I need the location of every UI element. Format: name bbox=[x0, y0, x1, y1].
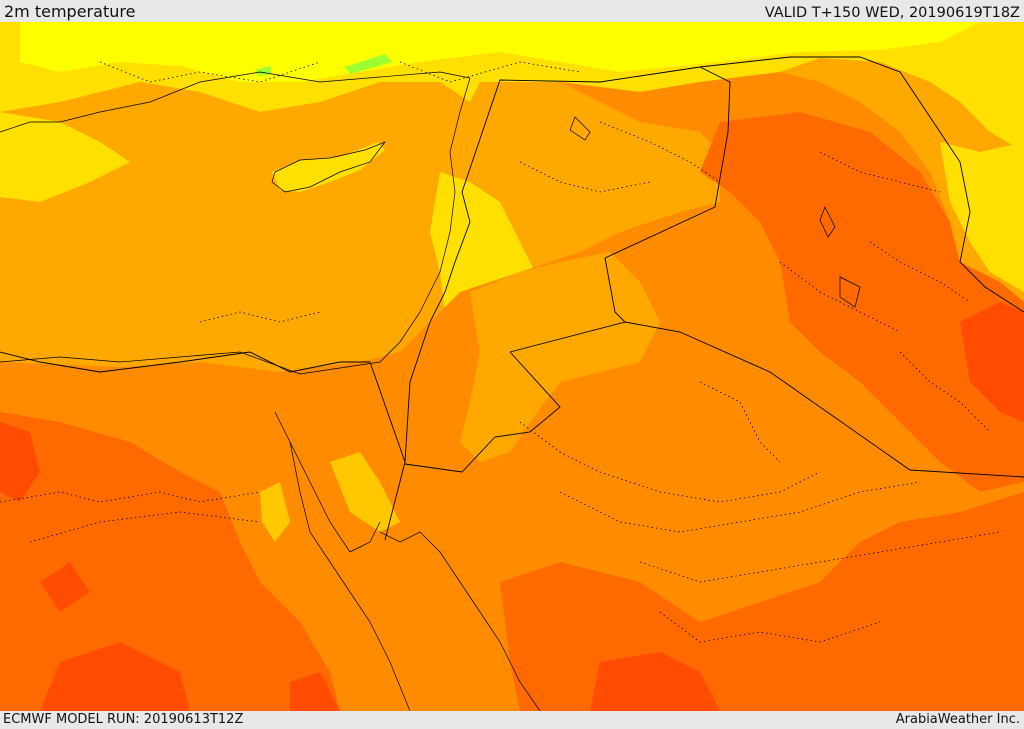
iraq-dark-zone bbox=[700, 112, 1024, 492]
model-run-label: ECMWF MODEL RUN: 20190613T12Z bbox=[3, 712, 244, 727]
country-borders bbox=[0, 56, 1024, 541]
jordan-orange-light bbox=[460, 252, 660, 462]
footer-bar: ECMWF MODEL RUN: 20190613T12Z ArabiaWeat… bbox=[0, 711, 1024, 729]
sinai-yellow bbox=[330, 452, 400, 532]
coastlines bbox=[0, 71, 861, 711]
cyprus-yellow bbox=[272, 142, 385, 192]
turkey-yellow-zone bbox=[20, 22, 980, 82]
iraq-hot-zone bbox=[960, 302, 1024, 422]
temperature-map bbox=[0, 22, 1024, 711]
egypt-hot-zone-3 bbox=[40, 642, 190, 711]
green-patch-1 bbox=[345, 54, 392, 74]
header-bar: 2m temperature VALID T+150 WED, 20190619… bbox=[0, 0, 1024, 22]
credit-label: ArabiaWeather Inc. bbox=[895, 712, 1020, 727]
saudi-hot-zone bbox=[590, 652, 720, 711]
egypt-hot-zone-1 bbox=[0, 422, 40, 502]
egypt-hot-zone-2 bbox=[40, 562, 90, 612]
egypt-hot-zone-4 bbox=[290, 672, 340, 711]
valid-time-label: VALID T+150 WED, 20190619T18Z bbox=[764, 5, 1020, 21]
nile-yellow bbox=[260, 482, 290, 542]
province-boundaries bbox=[0, 61, 1001, 643]
iran-yellow-zone bbox=[940, 142, 1024, 292]
saudi-dark-zone bbox=[500, 492, 1024, 711]
map-title: 2m temperature bbox=[4, 2, 136, 21]
med-yellow-patch bbox=[0, 112, 130, 202]
egypt-dark-zone bbox=[0, 412, 340, 711]
